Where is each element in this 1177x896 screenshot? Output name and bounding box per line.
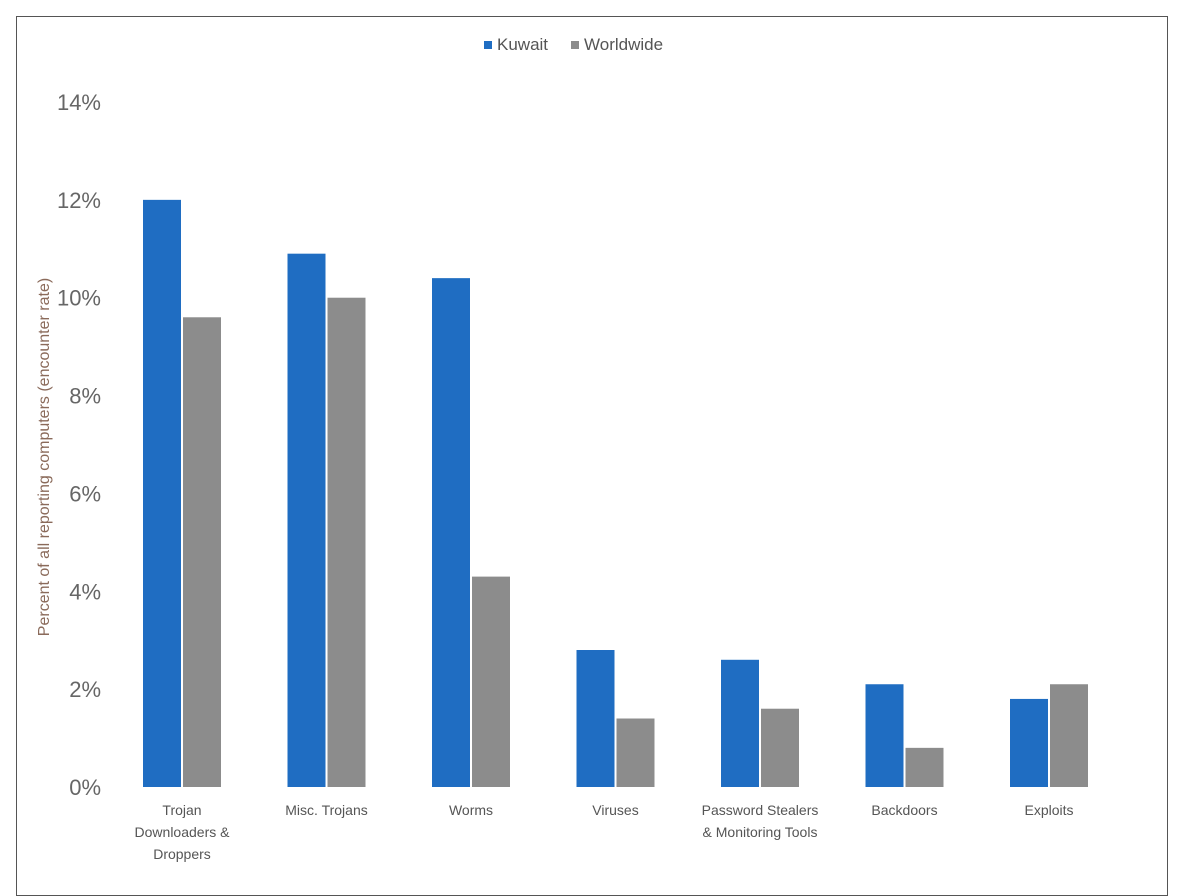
legend-swatch xyxy=(484,41,492,49)
bar-worldwide xyxy=(1050,684,1088,787)
y-tick-label: 2% xyxy=(69,677,101,702)
bar-kuwait xyxy=(287,253,326,787)
y-tick-label: 0% xyxy=(69,775,101,800)
bar-worldwide xyxy=(905,747,944,787)
bar-chart: Kuwait Worldwide Percent of all reporting… xyxy=(36,35,1088,862)
category-label: Worms xyxy=(449,802,493,818)
y-tick-label: 10% xyxy=(57,286,101,311)
bars xyxy=(143,199,1088,787)
y-tick-label: 14% xyxy=(57,90,101,115)
legend-swatch xyxy=(571,41,579,49)
y-tick-label: 12% xyxy=(57,188,101,213)
bar-worldwide xyxy=(183,317,221,787)
bar-kuwait xyxy=(432,278,470,787)
bar-kuwait xyxy=(1010,698,1048,787)
y-tick-label: 8% xyxy=(69,384,101,409)
category-label: Password Stealers & Monitoring Tools xyxy=(702,802,819,840)
category-label: Viruses xyxy=(592,802,638,818)
y-axis-label: Percent of all reporting computers (enco… xyxy=(36,278,53,636)
bar-kuwait xyxy=(143,199,181,787)
chart-frame: Kuwait Worldwide Percent of all reporting… xyxy=(16,16,1168,896)
legend-label: Kuwait xyxy=(497,35,548,54)
category-label: Misc. Trojans xyxy=(285,802,367,818)
bar-kuwait xyxy=(576,650,615,787)
category-labels: Trojan Downloaders & Droppers Misc. Trojans… xyxy=(135,802,1074,862)
category-label: Trojan Downloaders & Droppers xyxy=(135,802,231,862)
bar-worldwide xyxy=(327,297,366,787)
category-label: Exploits xyxy=(1024,802,1073,818)
bar-kuwait xyxy=(721,659,759,787)
bar-worldwide xyxy=(616,718,655,787)
legend: Kuwait Worldwide xyxy=(484,35,663,54)
legend-label: Worldwide xyxy=(584,35,663,54)
y-tick-label: 4% xyxy=(69,579,101,604)
category-label: Backdoors xyxy=(871,802,937,818)
y-axis-ticks: 0% 2% 4% 6% 8% 10% 12% 14% xyxy=(57,90,101,800)
bar-worldwide xyxy=(761,708,799,787)
bar-worldwide xyxy=(472,576,510,787)
y-tick-label: 6% xyxy=(69,481,101,506)
bar-kuwait xyxy=(865,684,904,787)
